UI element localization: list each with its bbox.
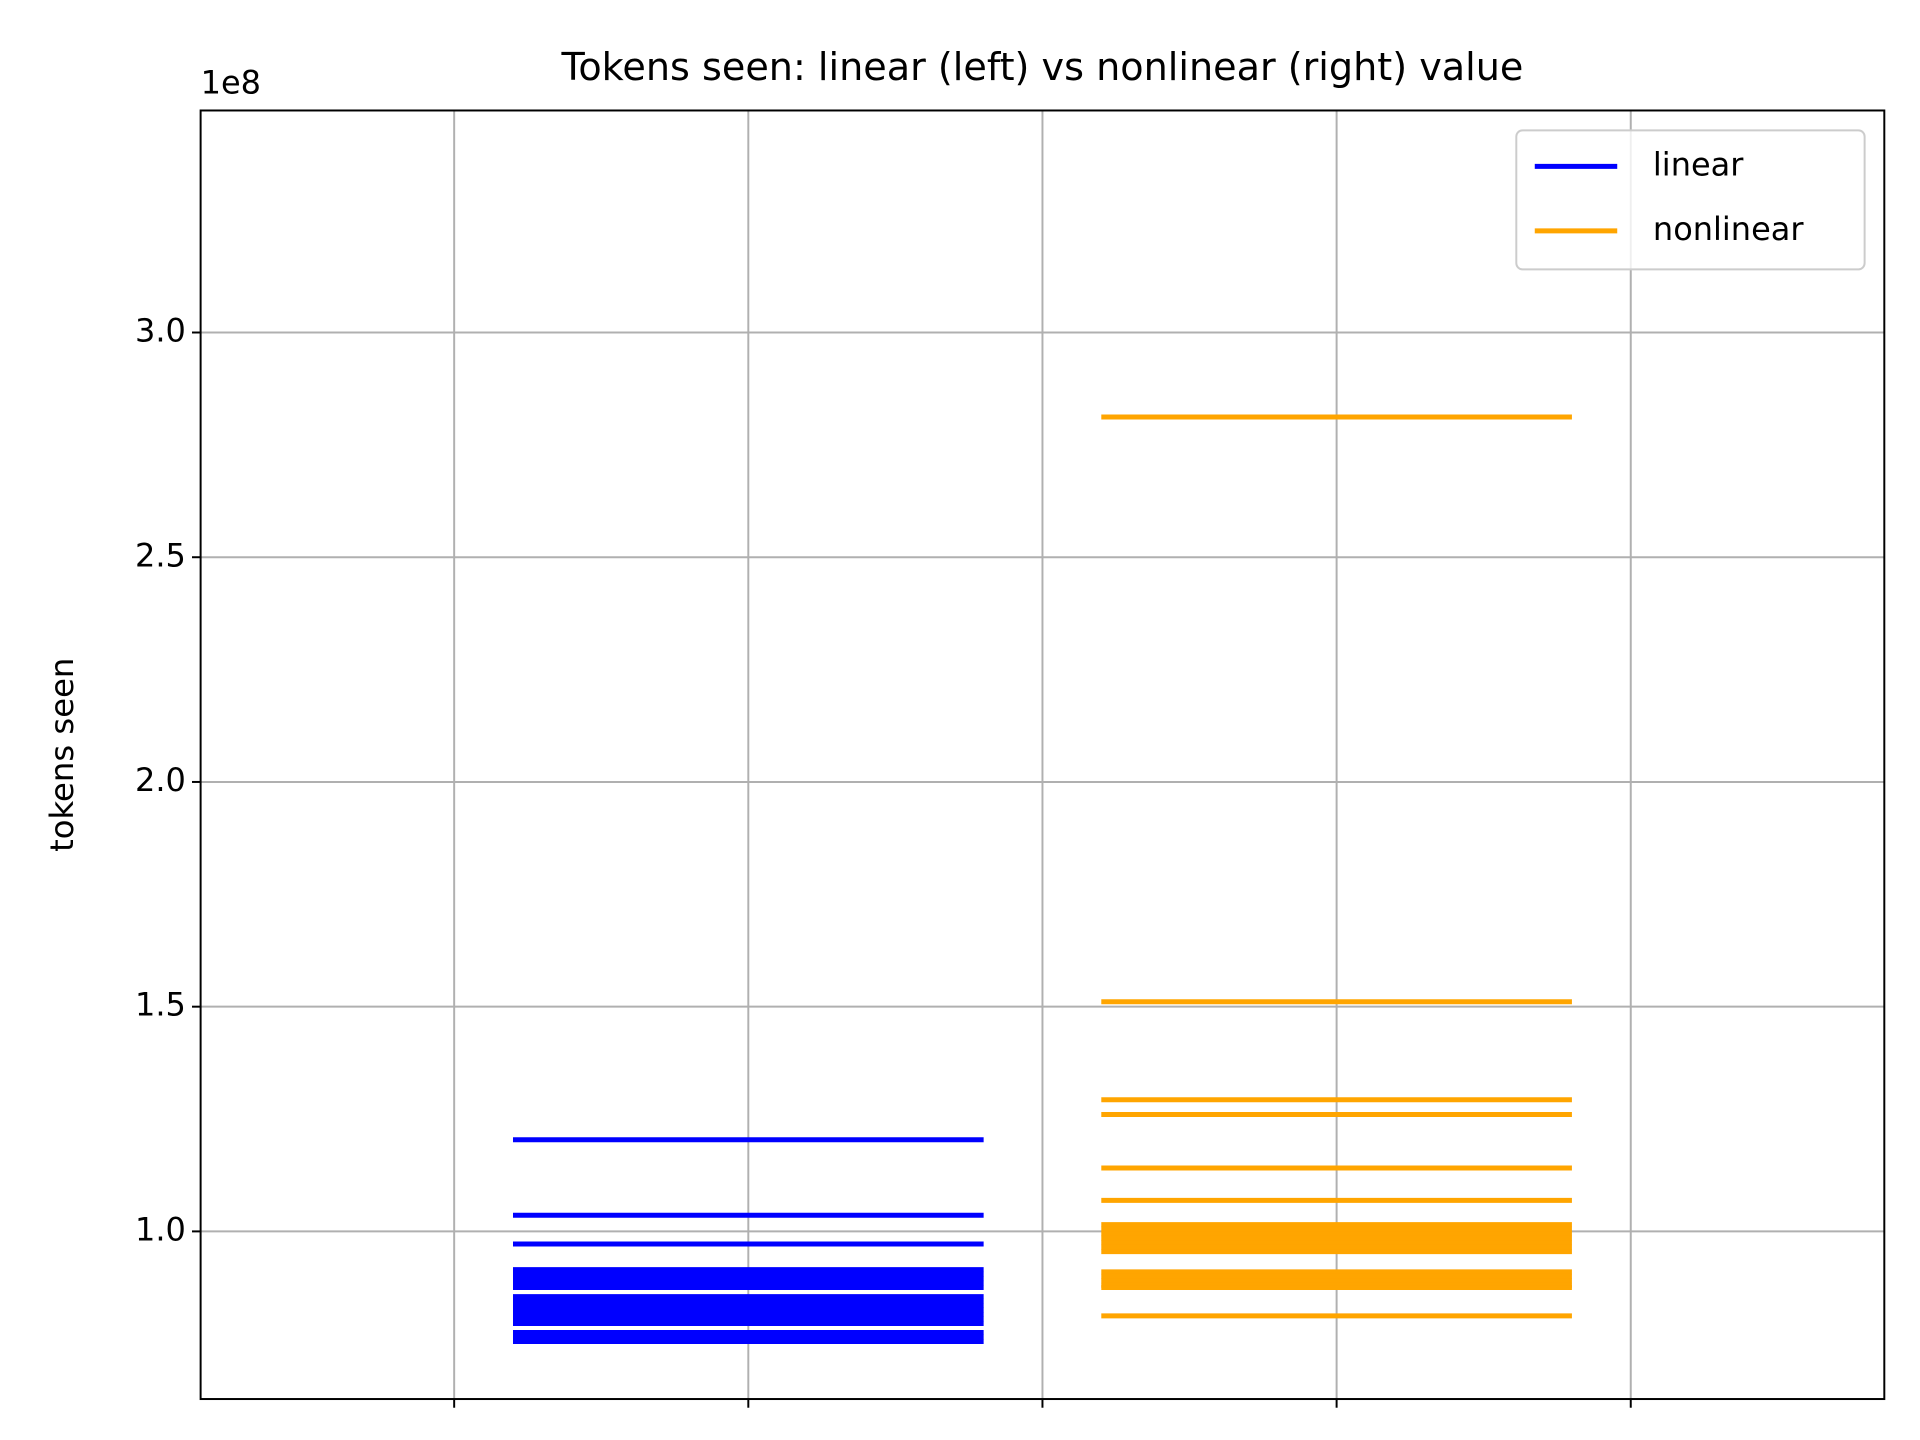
y-tick-label: 2.0 xyxy=(135,761,186,799)
y-axis-label: tokens seen xyxy=(43,658,81,852)
legend: linear nonlinear xyxy=(1515,129,1866,271)
axes-frame xyxy=(199,109,1886,1401)
legend-label: nonlinear xyxy=(1653,210,1804,248)
y-tick-label: 1.0 xyxy=(135,1210,186,1248)
y-tick-label: 3.0 xyxy=(135,311,186,349)
y-tick-label: 1.5 xyxy=(135,986,186,1024)
legend-label: linear xyxy=(1653,145,1744,183)
y-tick-label: 2.5 xyxy=(135,536,186,574)
y-offset-label: 1e8 xyxy=(201,63,261,101)
chart-title: Tokens seen: linear (left) vs nonlinear … xyxy=(561,45,1524,90)
